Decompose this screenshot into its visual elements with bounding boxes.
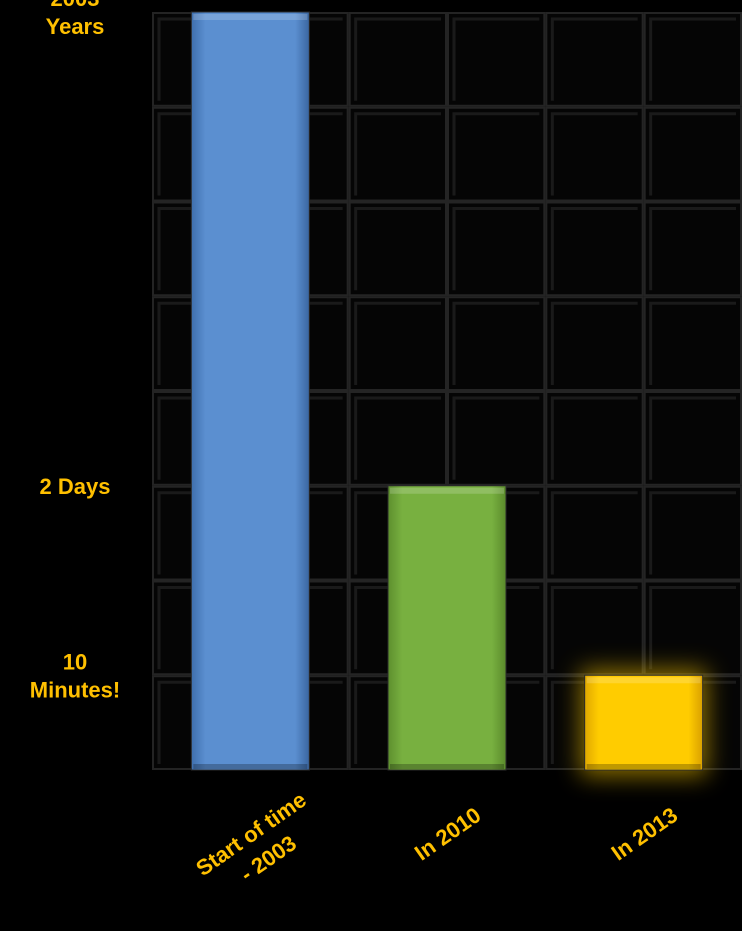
- x-tick-label: In 2010: [410, 802, 485, 865]
- grid-cell: [545, 391, 644, 486]
- grid-cell: [447, 201, 546, 297]
- grid-cell: [643, 201, 742, 297]
- grid-cell: [545, 106, 644, 202]
- grid-cell: [545, 12, 644, 107]
- grid-cell: [348, 391, 447, 486]
- x-tick-label: Start of time- 2003: [191, 787, 328, 906]
- grid-cell: [643, 106, 742, 202]
- grid-cell: [447, 391, 546, 486]
- grid-cell: [545, 296, 644, 391]
- grid-cell: [545, 580, 644, 676]
- grid-cell: [545, 485, 644, 581]
- bar: [584, 674, 704, 771]
- grid-cell: [643, 485, 742, 581]
- x-tick-label: In 2013: [607, 802, 682, 865]
- y-tick-label: 2003Years: [46, 0, 105, 39]
- grid-cell: [447, 12, 546, 107]
- grid-cell: [447, 106, 546, 202]
- y-tick-label: 2 Days: [40, 474, 111, 499]
- bar: [190, 11, 310, 771]
- grid-cell: [447, 296, 546, 391]
- bars: [190, 11, 704, 771]
- grid-cell: [348, 12, 447, 107]
- bar: [387, 485, 507, 771]
- grid-cell: [348, 201, 447, 297]
- grid-cell: [643, 12, 742, 107]
- y-tick-label: 10 Minutes!: [30, 649, 120, 702]
- grid-cell: [643, 296, 742, 391]
- grid-cell: [643, 391, 742, 486]
- x-tick-labels: Start of time- 2003 In 2010 In 2013: [191, 787, 682, 906]
- grid-cell: [643, 580, 742, 676]
- grid-cell: [348, 296, 447, 391]
- grid-cell: [545, 201, 644, 297]
- grid-cell: [348, 106, 447, 202]
